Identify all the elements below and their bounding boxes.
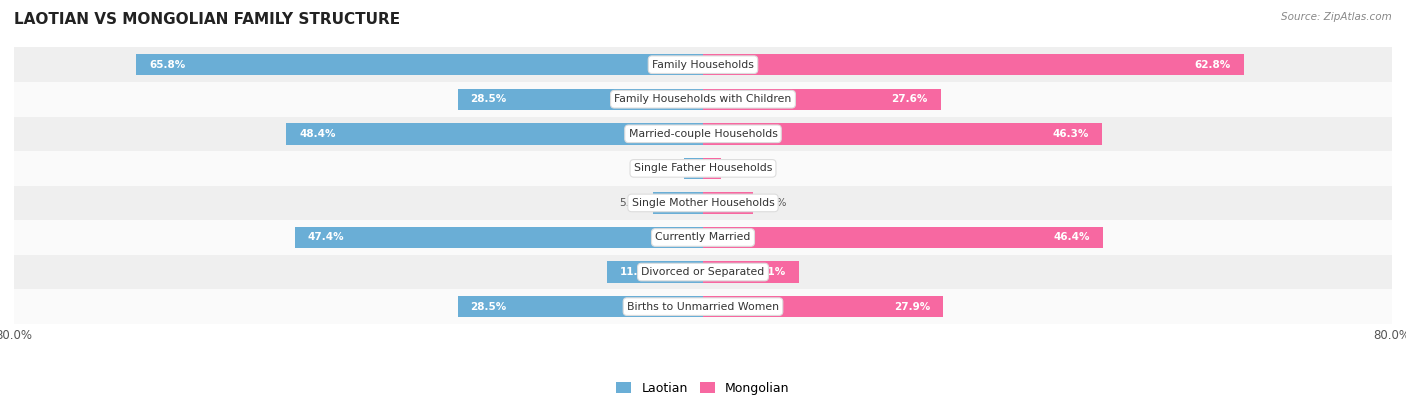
Text: 11.1%: 11.1% (749, 267, 786, 277)
Text: Currently Married: Currently Married (655, 233, 751, 243)
Bar (14, 151, 1392, 186)
Text: 47.4%: 47.4% (308, 233, 344, 243)
Bar (703, 54, 1244, 75)
Text: Married-couple Households: Married-couple Households (628, 129, 778, 139)
Text: Source: ZipAtlas.com: Source: ZipAtlas.com (1281, 12, 1392, 22)
Text: Births to Unmarried Women: Births to Unmarried Women (627, 302, 779, 312)
Bar (14, 82, 1392, 117)
Bar (14, 220, 1392, 255)
Bar (14, 255, 1392, 289)
Bar (14, 186, 1392, 220)
Bar (14, 117, 1392, 151)
Bar (14, 289, 1392, 324)
Bar (652, 192, 703, 214)
Bar (457, 88, 703, 110)
Bar (703, 192, 754, 214)
Bar (703, 123, 1102, 145)
Text: Single Mother Households: Single Mother Households (631, 198, 775, 208)
Bar (295, 227, 703, 248)
Text: 11.2%: 11.2% (620, 267, 655, 277)
Text: 2.2%: 2.2% (651, 164, 678, 173)
Bar (136, 54, 703, 75)
Text: 27.9%: 27.9% (894, 302, 931, 312)
Text: Divorced or Separated: Divorced or Separated (641, 267, 765, 277)
Text: 28.5%: 28.5% (471, 94, 506, 104)
Bar (703, 158, 721, 179)
Text: 62.8%: 62.8% (1195, 60, 1230, 70)
Text: LAOTIAN VS MONGOLIAN FAMILY STRUCTURE: LAOTIAN VS MONGOLIAN FAMILY STRUCTURE (14, 12, 401, 27)
Bar (703, 261, 799, 283)
Text: 46.3%: 46.3% (1053, 129, 1088, 139)
Text: 5.8%: 5.8% (620, 198, 647, 208)
Bar (703, 227, 1102, 248)
Bar (287, 123, 703, 145)
Bar (606, 261, 703, 283)
Bar (703, 296, 943, 317)
Text: Family Households: Family Households (652, 60, 754, 70)
Text: 2.1%: 2.1% (728, 164, 755, 173)
Legend: Laotian, Mongolian: Laotian, Mongolian (616, 382, 790, 395)
Text: 5.8%: 5.8% (759, 198, 786, 208)
Text: Single Father Households: Single Father Households (634, 164, 772, 173)
Bar (457, 296, 703, 317)
Text: 65.8%: 65.8% (149, 60, 186, 70)
Text: 27.6%: 27.6% (891, 94, 928, 104)
Text: 28.5%: 28.5% (471, 302, 506, 312)
Text: Family Households with Children: Family Households with Children (614, 94, 792, 104)
Text: 46.4%: 46.4% (1053, 233, 1090, 243)
Bar (14, 47, 1392, 82)
Bar (685, 158, 703, 179)
Text: 48.4%: 48.4% (299, 129, 336, 139)
Bar (703, 88, 941, 110)
